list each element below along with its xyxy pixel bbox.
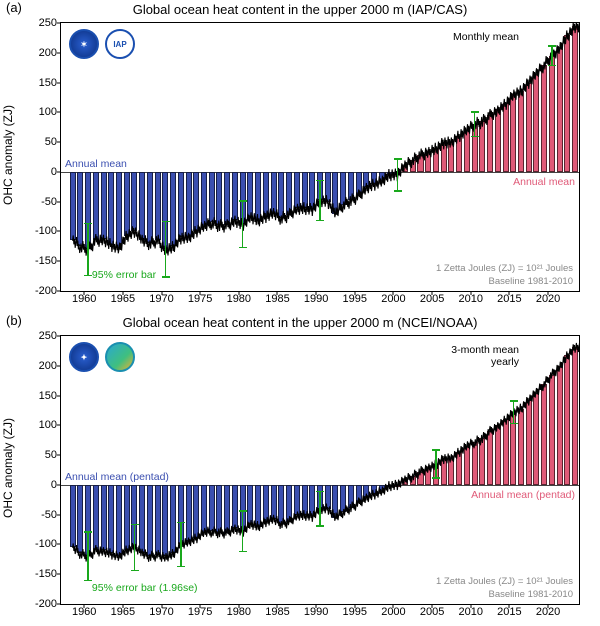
ytick-label: 100	[17, 106, 61, 118]
annotation: Baseline 1981-2010	[488, 276, 573, 287]
error-bar	[242, 200, 244, 248]
annotation: 1 Zetta Joules (ZJ) = 10²¹ Joules	[436, 576, 573, 587]
xtick-label: 2020	[536, 291, 560, 305]
xtick-label: 1975	[188, 291, 212, 305]
panel-b-ylabel: OHC anomaly (ZJ)	[1, 418, 15, 518]
xtick-label: 1995	[343, 604, 367, 618]
panel-b: (b) Global ocean heat content in the upp…	[0, 313, 600, 626]
ytick-label: 50	[17, 136, 61, 148]
xtick-label: 2020	[536, 604, 560, 618]
xtick-label: 1980	[227, 291, 251, 305]
error-bar	[551, 45, 553, 66]
ytick-label: -100	[17, 538, 61, 550]
xtick-label: 2010	[459, 604, 483, 618]
ytick-label: 50	[17, 449, 61, 461]
xtick-label: 1975	[188, 604, 212, 618]
error-bar	[180, 522, 182, 567]
panel-a: (a) Global ocean heat content in the upp…	[0, 0, 600, 313]
ytick-label: -50	[17, 196, 61, 208]
xtick-label: 1960	[72, 291, 96, 305]
xtick-label: 2010	[459, 291, 483, 305]
xtick-label: 1960	[72, 604, 96, 618]
annotation: 1 Zetta Joules (ZJ) = 10²¹ Joules	[436, 263, 573, 274]
ytick-label: -150	[17, 255, 61, 267]
error-bar	[87, 531, 89, 581]
ytick-label: -50	[17, 509, 61, 521]
annotation: 3-month mean yearly	[451, 344, 519, 368]
ytick-label: 250	[17, 330, 61, 342]
xtick-label: 1990	[304, 291, 328, 305]
ytick-label: 150	[17, 77, 61, 89]
xtick-label: 1965	[111, 291, 135, 305]
panel-b-title: Global ocean heat content in the upper 2…	[0, 315, 600, 330]
annotation: 95% error bar (1.96se)	[92, 582, 198, 594]
xtick-label: 1985	[265, 291, 289, 305]
ytick-label: -200	[17, 598, 61, 610]
panel-a-title: Global ocean heat content in the upper 2…	[0, 2, 600, 17]
annotation: 95% error bar	[92, 269, 156, 281]
error-bar	[513, 400, 515, 424]
xtick-label: 2000	[381, 604, 405, 618]
xtick-label: 1985	[265, 604, 289, 618]
ytick-label: 200	[17, 360, 61, 372]
xtick-label: 2015	[497, 604, 521, 618]
xtick-label: 1995	[343, 291, 367, 305]
panel-b-plot: ✦ -200-150-100-5005010015020025019601965…	[60, 335, 580, 605]
panel-a-plot: ✶ IAP -200-150-100-500501001502002501960…	[60, 22, 580, 292]
ytick-label: -200	[17, 285, 61, 297]
ytick-label: 0	[17, 479, 61, 491]
error-bar	[435, 449, 437, 479]
annotation: Baseline 1981-2010	[488, 589, 573, 600]
xtick-label: 2005	[420, 291, 444, 305]
annotation: Annual mean	[65, 158, 127, 170]
xtick-label: 1970	[149, 604, 173, 618]
ytick-label: 200	[17, 47, 61, 59]
annotation: Annual mean (pentad)	[65, 471, 169, 483]
ytick-label: -150	[17, 568, 61, 580]
error-bar	[87, 223, 89, 277]
ytick-label: 0	[17, 166, 61, 178]
error-bar	[165, 221, 167, 278]
xtick-label: 1970	[149, 291, 173, 305]
xtick-label: 1990	[304, 604, 328, 618]
panel-a-ylabel: OHC anomaly (ZJ)	[1, 105, 15, 205]
annotation: Annual mean (pentad)	[471, 489, 575, 501]
error-bar	[134, 524, 136, 572]
annotation: Annual mean	[513, 176, 575, 188]
xtick-label: 2000	[381, 291, 405, 305]
annotation: Monthly mean	[453, 31, 519, 43]
xtick-label: 1980	[227, 604, 251, 618]
error-bar	[242, 510, 244, 552]
error-bar	[319, 491, 321, 527]
xtick-label: 1965	[111, 604, 135, 618]
ytick-label: 100	[17, 419, 61, 431]
overlay-line-svg	[61, 23, 579, 291]
ytick-label: -100	[17, 225, 61, 237]
error-bar	[474, 111, 476, 137]
error-bar	[397, 158, 399, 191]
xtick-label: 2015	[497, 291, 521, 305]
ytick-label: 150	[17, 390, 61, 402]
error-bar	[319, 180, 321, 222]
xtick-label: 2005	[420, 604, 444, 618]
ytick-label: 250	[17, 17, 61, 29]
